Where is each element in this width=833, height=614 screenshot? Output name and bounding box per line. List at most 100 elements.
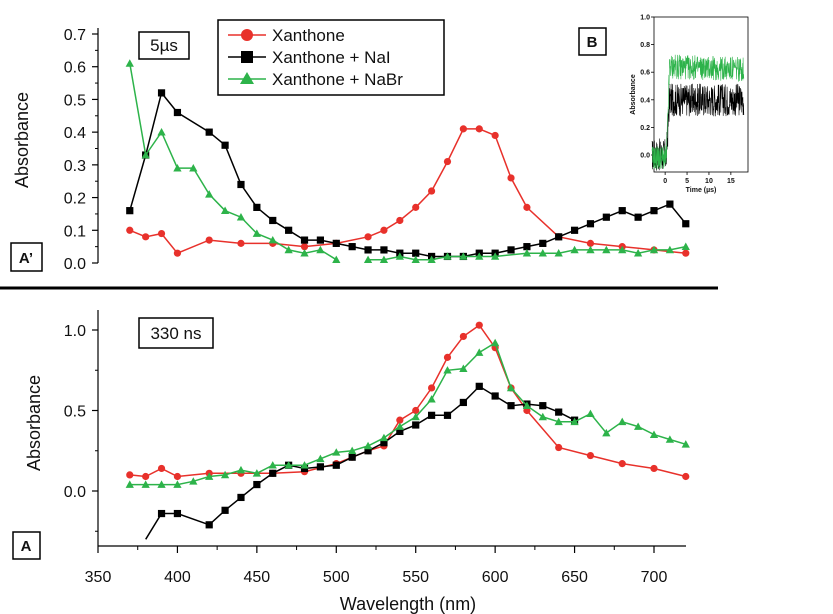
data-point-xanthone	[205, 236, 213, 244]
inset-y-tick-label: 0.8	[640, 42, 650, 49]
series-xanthone-top	[126, 125, 690, 257]
data-point-xanthone-nai	[412, 421, 420, 429]
data-point-xanthone	[586, 451, 595, 460]
data-point-xanthone-nai	[253, 203, 261, 211]
data-point-xanthone-nai	[316, 236, 324, 244]
data-point-xanthone-nai	[157, 509, 166, 518]
data-point-xanthone-nabr	[427, 395, 436, 403]
data-point-xanthone-nai	[173, 108, 182, 117]
data-point-xanthone-nabr	[459, 252, 468, 260]
data-point-xanthone-nabr	[491, 338, 500, 347]
data-point-xanthone-nabr	[443, 366, 452, 374]
data-point-xanthone	[682, 472, 690, 481]
data-point-xanthone-nabr	[125, 59, 134, 67]
data-point-xanthone	[237, 239, 245, 247]
data-point-xanthone-nai	[555, 408, 563, 416]
inset-x-tick-label: 0	[663, 178, 667, 185]
panel-a-prime: 0.0 0.1 0.2 0.3 0.4 0.5 0.6 0.7	[64, 27, 690, 273]
data-point-xanthone-nai	[332, 461, 340, 469]
data-point-xanthone-nai	[364, 246, 372, 254]
data-point-xanthone-nai	[285, 226, 293, 234]
y-tick-label-top: 0.2	[64, 191, 86, 208]
x-tick-label: 400	[164, 569, 191, 586]
data-point-xanthone	[459, 332, 467, 341]
data-point-xanthone	[157, 229, 166, 238]
data-point-xanthone-nai	[205, 521, 213, 529]
x-tick-label: 600	[482, 569, 509, 586]
series-line-xanthone	[129, 324, 686, 478]
data-point-xanthone-nai	[475, 382, 483, 390]
x-tick-label: 450	[244, 569, 271, 586]
data-point-xanthone-nabr	[491, 252, 500, 260]
data-point-xanthone-nai	[618, 207, 626, 215]
data-point-xanthone-nabr	[411, 412, 420, 421]
data-point-xanthone-nabr	[348, 446, 357, 455]
series-xanthone-nai-bottom	[145, 382, 579, 540]
data-point-xanthone-nai	[428, 411, 436, 419]
data-point-xanthone-nabr	[205, 472, 214, 480]
data-point-xanthone-nabr	[284, 245, 293, 254]
data-point-xanthone-nai	[173, 509, 182, 518]
data-point-xanthone-nabr	[332, 448, 341, 456]
y-tick-label-top: 0.3	[64, 158, 86, 175]
data-point-xanthone-nabr	[602, 428, 611, 437]
data-point-xanthone-nabr	[443, 252, 452, 260]
data-point-xanthone	[380, 226, 388, 234]
panel-tag-box-a-prime	[10, 242, 43, 272]
data-point-xanthone-nai	[237, 493, 245, 502]
y-tick-label-top: 0.4	[64, 125, 86, 142]
data-point-xanthone	[396, 216, 404, 225]
data-point-xanthone-nabr	[395, 422, 404, 430]
data-point-xanthone-nai	[523, 243, 531, 251]
data-point-xanthone	[682, 249, 690, 257]
data-point-xanthone-nai	[666, 200, 674, 208]
data-point-xanthone-nabr	[618, 417, 627, 426]
y-tick-label-top: 0.6	[64, 60, 86, 77]
data-point-xanthone-nabr	[316, 245, 325, 254]
data-point-xanthone-nabr	[554, 249, 563, 257]
data-point-xanthone-nabr	[363, 255, 373, 264]
data-point-xanthone-nabr	[427, 255, 436, 264]
data-point-xanthone-nai	[491, 392, 499, 400]
series-line-xanthone-nai	[145, 385, 575, 540]
data-point-xanthone-nabr	[268, 461, 277, 469]
data-point-xanthone-nabr	[633, 422, 643, 430]
data-point-xanthone-nai	[650, 207, 658, 215]
data-point-xanthone-nabr	[141, 480, 150, 488]
data-point-xanthone-nai	[269, 469, 277, 477]
data-point-xanthone-nabr	[506, 383, 516, 392]
time-label-top: 5µs	[150, 36, 178, 55]
data-point-xanthone-nabr	[332, 255, 341, 264]
series-line-xanthone-nabr	[368, 245, 686, 261]
inset-trace-xanthone-nai	[651, 83, 745, 171]
x-tick-label: 550	[402, 569, 429, 586]
data-point-xanthone	[586, 239, 595, 247]
data-point-xanthone-nabr	[268, 235, 277, 244]
data-point-xanthone-nai	[380, 246, 388, 254]
data-point-xanthone-nai	[412, 249, 420, 257]
data-point-xanthone-nai	[221, 141, 229, 149]
data-point-xanthone	[650, 464, 658, 473]
data-point-xanthone	[396, 416, 404, 424]
data-point-xanthone-nabr	[665, 435, 675, 443]
y-tick-label-top: 0.1	[64, 223, 86, 240]
data-point-xanthone-nabr	[522, 249, 532, 257]
legend-label-nai: Xanthone + NaI	[272, 48, 391, 67]
data-point-xanthone-nabr	[220, 470, 230, 479]
data-point-xanthone-nabr	[586, 245, 595, 254]
legend-label-nabr: Xanthone + NaBr	[272, 70, 403, 89]
data-point-xanthone-nabr	[665, 245, 675, 254]
y-axis-title-bottom: Absorbance	[24, 375, 44, 471]
data-point-xanthone-nabr	[538, 412, 547, 421]
inset-frame	[653, 16, 749, 173]
data-point-xanthone-nai	[396, 427, 404, 436]
data-point-xanthone-nabr	[157, 480, 166, 488]
data-point-xanthone	[428, 187, 436, 195]
y-tick-label-bottom: 1.0	[64, 323, 86, 340]
series-line-xanthone-nabr	[129, 341, 687, 486]
data-point-xanthone-nabr	[157, 128, 166, 136]
data-point-xanthone-nai	[459, 398, 467, 407]
data-point-xanthone	[173, 249, 182, 257]
time-label-bottom: 330 ns	[150, 324, 201, 343]
data-point-xanthone	[443, 157, 452, 166]
